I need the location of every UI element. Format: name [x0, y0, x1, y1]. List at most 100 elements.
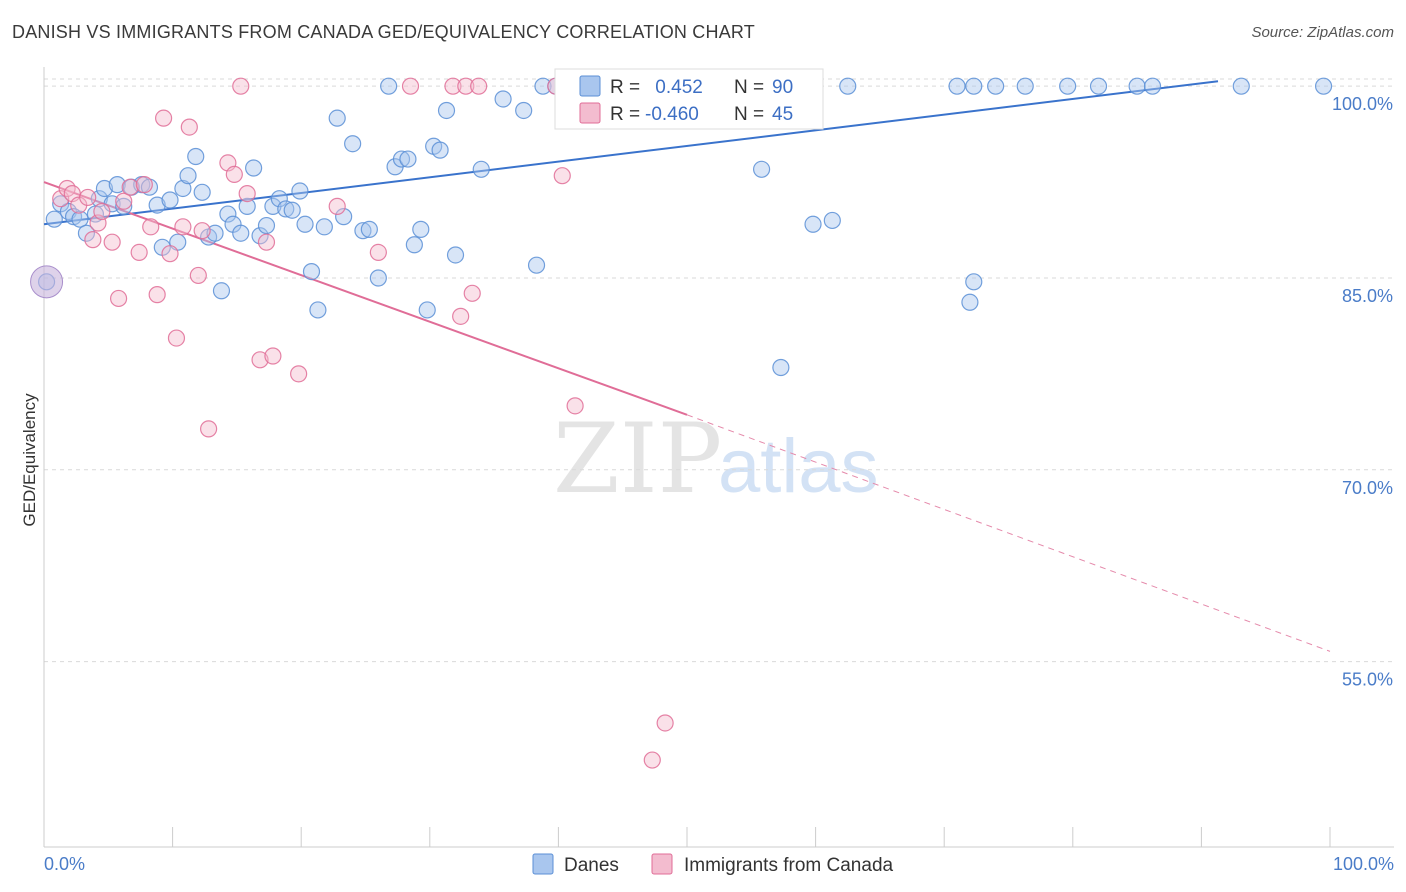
- danes-point: [296, 215, 314, 233]
- canada-point: [174, 218, 192, 236]
- danes-point: [277, 200, 295, 218]
- stats-legend: R = 0.452 N = 90 R = -0.460 N = 45: [554, 68, 824, 130]
- danes-point: [399, 150, 417, 168]
- canada-point: [264, 347, 282, 365]
- canada-point: [130, 243, 148, 262]
- danes-point: [232, 224, 250, 242]
- watermark-zip: ZIP: [553, 403, 722, 515]
- danes-point: [95, 179, 114, 198]
- canada-point: [109, 289, 128, 308]
- x-tick-label-min: 0.0%: [44, 854, 85, 874]
- canada-points: [52, 77, 674, 769]
- axes: 55.0% 70.0% 85.0% 100.0%: [43, 67, 1394, 848]
- danes-point: [405, 236, 423, 254]
- watermark-atlas: atlas: [718, 424, 879, 509]
- canada-point: [643, 751, 661, 769]
- danes-point: [161, 191, 179, 209]
- canada-n-label: N =: [734, 104, 764, 125]
- danes-point: [948, 77, 966, 95]
- danes-point: [302, 262, 321, 281]
- canada-point: [161, 245, 179, 263]
- danes-point: [335, 208, 353, 226]
- danes-point: [354, 222, 372, 240]
- danes-point: [251, 227, 269, 245]
- danes-point: [1089, 77, 1108, 95]
- watermark: ZIP atlas: [553, 403, 879, 515]
- canada-point: [225, 165, 243, 184]
- canada-point: [58, 179, 76, 198]
- canada-point: [238, 184, 256, 203]
- canada-point: [154, 109, 173, 127]
- danes-point: [772, 358, 790, 377]
- overlap-point: [30, 265, 64, 299]
- danes-point: [961, 293, 979, 311]
- danes-n-label: N =: [734, 77, 764, 98]
- canada-point: [328, 197, 346, 215]
- canada-point: [115, 192, 133, 210]
- canada-point: [121, 178, 139, 196]
- canada-point: [452, 307, 470, 325]
- danes-point: [418, 301, 436, 319]
- danes-point: [1016, 77, 1034, 95]
- canada-point: [93, 202, 111, 221]
- danes-point: [472, 160, 490, 178]
- danes-point: [1143, 77, 1162, 95]
- canada-point: [257, 233, 276, 251]
- canada-point: [103, 233, 121, 251]
- danes-point: [1128, 77, 1146, 95]
- canada-point: [189, 266, 207, 285]
- danes-point: [219, 205, 237, 223]
- legend-canada-label: Immigrants from Canada: [684, 855, 894, 876]
- y-axis-label: GED/Equivalency: [20, 393, 39, 527]
- danes-point: [108, 176, 126, 194]
- canada-point: [566, 397, 584, 415]
- danes-point: [328, 109, 346, 127]
- danes-point: [380, 77, 398, 95]
- canada-point: [401, 77, 420, 95]
- canada-point: [470, 77, 488, 95]
- canada-point: [463, 284, 481, 302]
- danes-point: [212, 282, 231, 300]
- danes-point: [839, 77, 857, 95]
- danes-point: [283, 201, 301, 219]
- canada-point: [148, 286, 166, 304]
- canada-point: [142, 218, 160, 236]
- canada-point: [232, 77, 250, 95]
- danes-point: [392, 150, 411, 168]
- danes-point: [344, 135, 362, 153]
- trend-lines: [43, 80, 1331, 652]
- danes-point: [206, 224, 224, 242]
- canada-point: [553, 167, 571, 185]
- canada-n-value: 45: [772, 104, 793, 125]
- danes-point: [360, 220, 378, 238]
- danes-point: [238, 197, 256, 215]
- y-tick-label: 85.0%: [1342, 286, 1393, 306]
- danes-point: [965, 77, 983, 95]
- danes-point: [179, 167, 197, 185]
- canada-point: [135, 176, 153, 194]
- danes-n-value: 90: [772, 77, 793, 98]
- canada-point: [180, 118, 198, 136]
- source-label: Source: ZipAtlas.com: [1251, 24, 1394, 41]
- danes-points: [30, 77, 1333, 377]
- danes-point: [174, 179, 192, 198]
- canada-point: [251, 351, 269, 369]
- bottom-legend: Danes Immigrants from Canada: [532, 853, 894, 876]
- danes-point: [270, 190, 288, 208]
- danes-point: [187, 147, 205, 166]
- danes-point: [412, 220, 430, 238]
- danes-point: [245, 159, 263, 177]
- danes-point: [494, 90, 512, 108]
- danes-point: [1059, 77, 1077, 95]
- danes-point: [987, 77, 1005, 95]
- legend-canada-icon: [651, 853, 673, 875]
- danes-point: [71, 210, 89, 228]
- canada-point: [444, 77, 462, 95]
- danes-point: [823, 211, 841, 230]
- danes-point: [315, 218, 333, 236]
- danes-point: [431, 141, 449, 159]
- canada-point: [193, 222, 211, 240]
- canada-trend-extension: [686, 414, 1331, 652]
- canada-point: [656, 714, 674, 732]
